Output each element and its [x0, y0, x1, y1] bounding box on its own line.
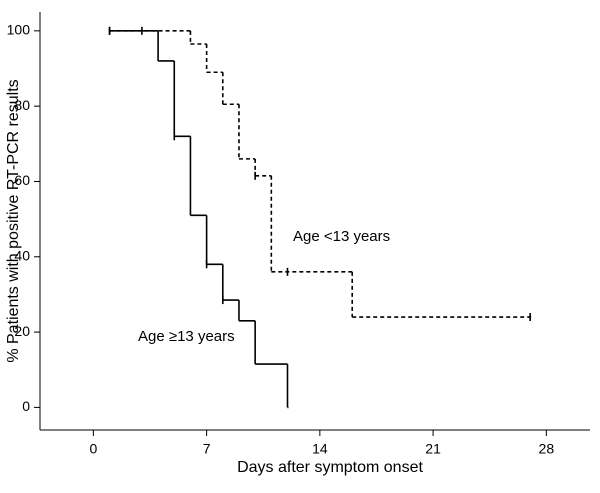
y-tick-label: 40	[14, 247, 30, 263]
series-label: Age <13 years	[293, 228, 390, 245]
x-tick-label: 0	[89, 441, 97, 457]
x-tick-label: 7	[203, 441, 211, 457]
x-tick-label: 14	[312, 441, 328, 457]
y-tick-label: 80	[14, 97, 30, 113]
y-tick-label: 60	[14, 172, 30, 188]
y-tick-label: 100	[7, 22, 31, 38]
y-axis-label: % Patients with positive RT-PCR results	[5, 79, 22, 362]
series-label: Age ≥13 years	[138, 328, 235, 345]
x-tick-label: 28	[539, 441, 555, 457]
y-tick-label: 20	[14, 323, 30, 339]
x-axis-label: Days after symptom onset	[237, 459, 423, 476]
x-tick-label: 21	[425, 441, 441, 457]
y-tick-label: 0	[22, 398, 30, 414]
